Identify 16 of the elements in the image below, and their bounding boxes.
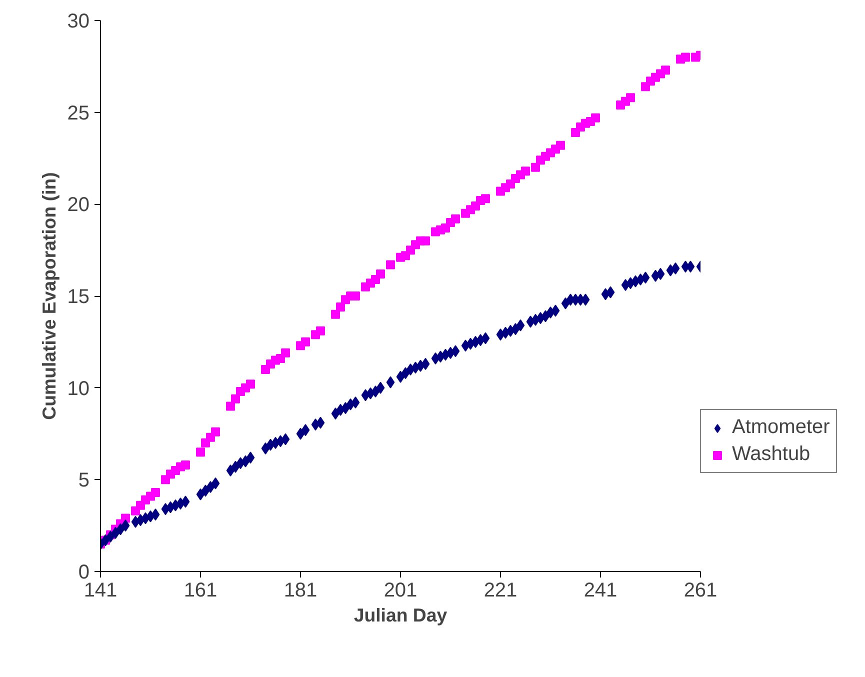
x-tick-label: 261 [684,580,718,602]
y-axis-title: Cumulative Evaporation (in) [38,172,60,420]
y-tick-label: 5 [78,470,90,492]
x-tick-label: 221 [484,580,518,602]
y-tick-label: 30 [67,10,90,32]
x-tick-label: 241 [584,580,618,602]
legend-label: Washtub [732,443,810,466]
y-tick-label: 10 [67,378,90,400]
x-tick-label: 201 [384,580,418,602]
x-axis-title: Julian Day [354,604,448,626]
y-tick-label: 15 [67,286,90,308]
x-tick-label: 161 [184,580,218,602]
legend-label: Atmometer [732,416,830,439]
y-tick-label: 25 [67,102,90,124]
y-tick-label: 20 [67,194,90,216]
x-tick-label: 181 [284,580,318,602]
